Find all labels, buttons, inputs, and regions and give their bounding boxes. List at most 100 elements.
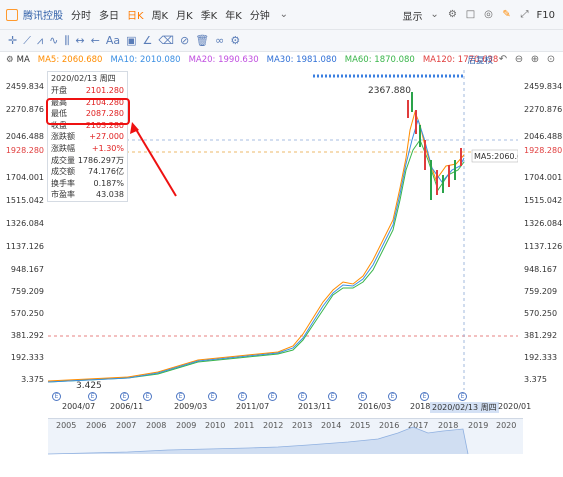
event-icon[interactable]: E <box>52 392 61 401</box>
y-tick: 381.292 <box>524 331 558 340</box>
adjust-label[interactable]: 后复权 <box>467 56 493 66</box>
y-tick: 3.375 <box>21 375 44 384</box>
chevron-down-icon[interactable]: ⌄ <box>279 8 288 20</box>
navigator-sparkline <box>48 426 469 455</box>
event-icon[interactable]: E <box>120 392 129 401</box>
infobox-date: 2020/02/13 周四 <box>51 74 116 83</box>
infobox-row-open: 开盘 2101.280 <box>48 85 127 97</box>
x-tick: 2016/03 <box>358 402 392 411</box>
ma5-tag: MA5:2060.680 <box>474 152 518 161</box>
ma-prefix: MA <box>16 55 30 65</box>
event-icon[interactable]: E <box>238 392 247 401</box>
infobox-value: +1.30% <box>91 143 124 153</box>
nav-year: 2012 <box>263 421 284 430</box>
infobox-label: 涨跌额 <box>51 132 75 142</box>
trend-tool-icon[interactable]: ⩘ <box>36 33 44 47</box>
zoom-in-icon[interactable]: ⊕ <box>530 54 540 65</box>
tab-intraday[interactable]: 分时 <box>71 11 91 22</box>
arrow-tool-icon[interactable]: ← <box>90 34 100 47</box>
settings-icon[interactable]: ⚙ <box>230 34 241 47</box>
event-icon[interactable]: E <box>88 392 97 401</box>
stock-title[interactable]: 腾讯控股 <box>23 11 63 22</box>
zoom-out-icon[interactable]: ⊖ <box>514 54 524 65</box>
period-toolbar: 腾讯控股 分时 多日 日K 周K 月K 季K 年K 分钟 ⌄ 显示 ⌄ ⚙ □ … <box>0 0 563 30</box>
fullscreen-icon[interactable]: ⤢ <box>520 9 529 20</box>
y-tick: 2270.876 <box>524 105 563 114</box>
undo-icon[interactable]: ↶ <box>498 54 508 65</box>
infobox-row-pe: 市盈率 43.038 <box>48 189 127 201</box>
infobox-value: 43.038 <box>96 190 124 200</box>
range-tool-icon[interactable]: ↔ <box>75 34 85 47</box>
chevron-down-icon[interactable]: ⌄ <box>430 9 439 20</box>
tab-daily-k[interactable]: 日K <box>127 11 144 22</box>
low-annotation: 3.425 <box>76 381 102 390</box>
y-tick: 1928.280 <box>524 146 563 155</box>
nav-year: 2011 <box>234 421 255 430</box>
ohlc-infobox: 2020/02/13 周四 开盘 2101.280 最高 2104.280 最低 20… <box>47 71 128 202</box>
link-icon[interactable]: ∞ <box>215 34 225 47</box>
nav-year: 2007 <box>116 421 137 430</box>
display-menu[interactable]: 显示 <box>402 11 423 23</box>
gear-icon[interactable]: ⚙ <box>6 55 14 65</box>
tab-quarterly-k[interactable]: 季K <box>200 11 218 22</box>
event-icon[interactable]: E <box>176 392 185 401</box>
f10-button[interactable]: F10 <box>536 9 555 21</box>
tab-minute[interactable]: 分钟 <box>249 11 270 22</box>
ma30-label: MA30: 1981.080 <box>266 55 337 65</box>
ma-line-green <box>48 138 465 383</box>
nav-year: 2010 <box>205 421 226 430</box>
event-icon[interactable]: E <box>208 392 217 401</box>
pen-icon[interactable]: ✎ <box>502 9 511 20</box>
y-tick: 1515.042 <box>524 196 563 205</box>
delete-icon[interactable]: 🗑 <box>195 34 210 47</box>
tab-multiday[interactable]: 多日 <box>99 11 119 22</box>
candles <box>407 92 462 200</box>
ma10-label: MA10: 2010.080 <box>110 55 181 65</box>
ma-legend: ⚙ MA MA5: 2060.680 MA10: 2010.080 MA20: … <box>0 52 563 68</box>
y-tick: 1515.042 <box>5 196 44 205</box>
line-tool-icon[interactable]: ⟋ <box>23 33 31 47</box>
wave-tool-icon[interactable]: ∿ <box>49 34 59 47</box>
nav-year: 2013 <box>292 421 313 430</box>
tab-yearly-k[interactable]: 年K <box>225 11 242 22</box>
timeline-navigator[interactable]: 2005 2006 2007 2008 2009 2010 2011 2012 … <box>48 418 523 455</box>
window-icon[interactable]: □ <box>465 9 476 20</box>
lock-icon[interactable]: ⊘ <box>179 34 190 47</box>
infobox-value: 74.176亿 <box>88 167 124 177</box>
y-tick: 1704.001 <box>5 173 44 182</box>
event-icon[interactable]: E <box>358 392 367 401</box>
note-tool-icon[interactable]: ▣ <box>126 34 137 47</box>
settings-icon[interactable]: ⚙ <box>448 9 457 20</box>
y-tick: 759.209 <box>524 287 558 296</box>
infobox-value: +27.000 <box>89 132 124 142</box>
y-tick: 570.250 <box>10 309 44 318</box>
tab-monthly-k[interactable]: 月K <box>176 11 193 22</box>
y-tick: 192.333 <box>10 353 44 362</box>
text-tool-icon[interactable]: Aa <box>105 34 121 47</box>
event-icon[interactable]: E <box>298 392 307 401</box>
event-icon[interactable]: E <box>458 392 467 401</box>
eraser-icon[interactable]: ⌫ <box>158 34 174 47</box>
event-icon[interactable]: E <box>143 392 152 401</box>
event-markers: E E E E E E E E E E E E E E <box>48 392 518 402</box>
event-icon[interactable]: E <box>328 392 337 401</box>
channel-tool-icon[interactable]: ⫼ <box>64 33 70 47</box>
nav-year: 2019 <box>468 421 489 430</box>
camera-icon[interactable]: ◎ <box>484 9 493 20</box>
tab-weekly-k[interactable]: 周K <box>151 11 169 22</box>
y-tick: 570.250 <box>524 309 558 318</box>
red-arrow <box>130 122 177 197</box>
y-tick: 759.209 <box>10 287 44 296</box>
event-icon[interactable]: E <box>388 392 397 401</box>
crosshair-icon[interactable]: ✛ <box>8 34 18 47</box>
infobox-label: 换手率 <box>51 178 75 188</box>
nav-year: 2015 <box>350 421 371 430</box>
y-tick: 381.292 <box>10 331 44 340</box>
ruler-tool-icon[interactable]: ∠ <box>142 34 153 47</box>
kline-chart[interactable]: 2367.880 3.425 MA5:2060.680 <box>48 70 518 390</box>
y-tick: 2046.488 <box>524 132 563 141</box>
ma-line-blue <box>48 118 465 383</box>
reset-icon[interactable]: ⊙ <box>546 54 556 65</box>
event-icon[interactable]: E <box>268 392 277 401</box>
event-icon[interactable]: E <box>420 392 429 401</box>
